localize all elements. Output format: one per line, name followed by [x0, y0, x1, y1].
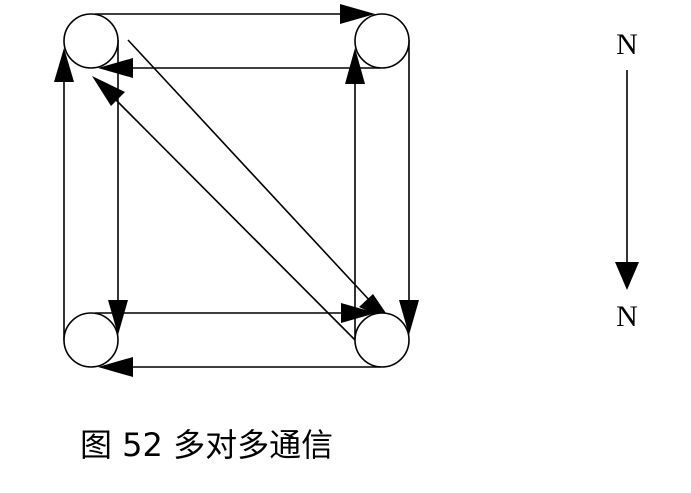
- edge-bottom-right-to-top-left: [112, 96, 361, 346]
- legend-bottom-label: N: [616, 300, 638, 333]
- node-top-right: [354, 13, 410, 69]
- n-to-n-legend: N N: [615, 28, 639, 333]
- arrowhead-bottom-left-from-above: [108, 300, 128, 335]
- node-top-left: [63, 13, 119, 69]
- edge-top-left-to-bottom-right: [127, 39, 373, 304]
- arrowhead-top-left-from-right: [98, 58, 133, 78]
- arrowhead-top-left-from-below: [54, 48, 74, 82]
- arrowhead-bottom-right: [341, 303, 376, 323]
- arrowhead-top-right: [340, 4, 375, 24]
- edges: [54, 4, 419, 377]
- node-bottom-left: [63, 312, 119, 368]
- legend-arrow-head: [615, 262, 639, 290]
- arrowhead-bottom-left: [98, 357, 133, 377]
- arrowhead-top-left-diagonal: [92, 76, 125, 106]
- node-bottom-right: [354, 312, 410, 368]
- nodes: [63, 13, 410, 368]
- arrowhead-top-right-from-below: [345, 48, 365, 84]
- arrowhead-bottom-right-from-above: [399, 300, 419, 335]
- legend-top-label: N: [616, 28, 638, 61]
- figure-caption: 图 52 多对多通信: [80, 426, 334, 464]
